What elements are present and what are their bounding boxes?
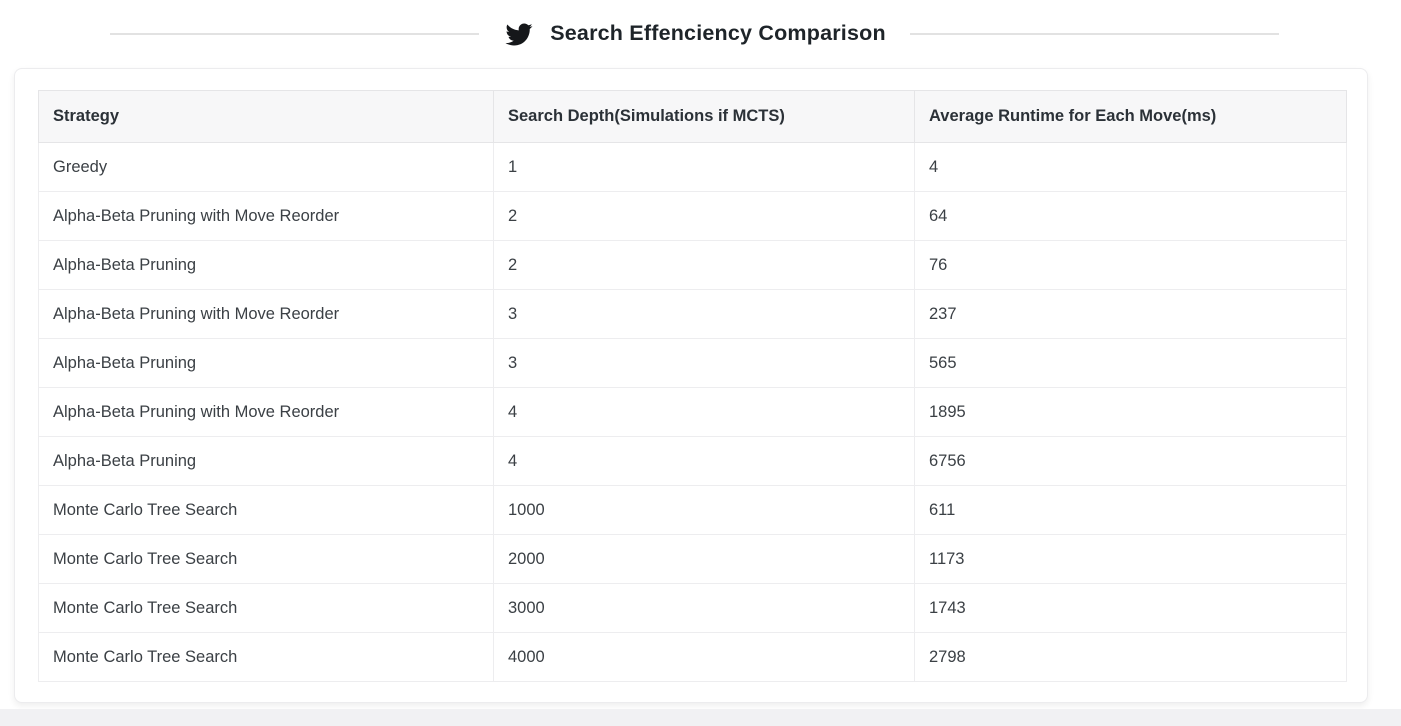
table-cell: 3000 [493, 583, 915, 633]
table-cell: 2000 [493, 534, 915, 584]
table-cell: 237 [914, 289, 1347, 339]
table-row: Monte Carlo Tree Search 3000 1743 [38, 583, 1347, 633]
table-row: Alpha-Beta Pruning with Move Reorder 2 64 [38, 191, 1347, 241]
table-cell: 4000 [493, 632, 915, 682]
table-cell: 3 [493, 289, 915, 339]
table-cell: 1743 [914, 583, 1347, 633]
table-cell: 4 [493, 387, 915, 437]
comparison-table: Strategy Search Depth(Simulations if MCTS… [38, 90, 1347, 682]
column-header: Strategy [38, 90, 494, 143]
table-cell: Alpha-Beta Pruning [38, 436, 494, 486]
table-row: Alpha-Beta Pruning 4 6756 [38, 436, 1347, 486]
table-cell: 64 [914, 191, 1347, 241]
table-row: Alpha-Beta Pruning 2 76 [38, 240, 1347, 290]
table-cell: 6756 [914, 436, 1347, 486]
table-cell: 1 [493, 142, 915, 192]
page-title: Search Effenciency Comparison [550, 21, 886, 46]
table-header: Strategy Search Depth(Simulations if MCTS… [38, 90, 1347, 143]
table-cell: Alpha-Beta Pruning with Move Reorder [38, 191, 494, 241]
table-cell: 565 [914, 338, 1347, 388]
table-cell: Monte Carlo Tree Search [38, 534, 494, 584]
table-cell: 3 [493, 338, 915, 388]
twitter-icon [505, 23, 533, 45]
table-cell: Alpha-Beta Pruning with Move Reorder [38, 387, 494, 437]
table-cell: 4 [493, 436, 915, 486]
title-band: Search Effenciency Comparison [0, 0, 1401, 68]
table-cell: Alpha-Beta Pruning with Move Reorder [38, 289, 494, 339]
table-cell: Greedy [38, 142, 494, 192]
table-cell: 2 [493, 240, 915, 290]
table-cell: 1895 [914, 387, 1347, 437]
table-cell: Monte Carlo Tree Search [38, 485, 494, 535]
table-cell: 611 [914, 485, 1347, 535]
bottom-strip [0, 709, 1401, 726]
title-divider-right [909, 33, 1280, 35]
table-row: Monte Carlo Tree Search 4000 2798 [38, 632, 1347, 682]
table-cell: Alpha-Beta Pruning [38, 338, 494, 388]
table-cell: 1000 [493, 485, 915, 535]
table-body: Greedy 1 4 Alpha-Beta Pruning with Move Reo… [38, 142, 1347, 682]
table-cell: 76 [914, 240, 1347, 290]
table-cell: Monte Carlo Tree Search [38, 583, 494, 633]
title-group: Search Effenciency Comparison [479, 21, 910, 48]
table-row: Alpha-Beta Pruning 3 565 [38, 338, 1347, 388]
table-row: Alpha-Beta Pruning with Move Reorder 3 237 [38, 289, 1347, 339]
title-divider-left [110, 33, 480, 35]
table-card: Strategy Search Depth(Simulations if MCTS… [14, 68, 1368, 703]
table-row: Monte Carlo Tree Search 2000 1173 [38, 534, 1347, 584]
table-cell: Alpha-Beta Pruning [38, 240, 494, 290]
column-header: Search Depth(Simulations if MCTS) [493, 90, 915, 143]
table-header-row: Strategy Search Depth(Simulations if MCTS… [38, 90, 1347, 143]
column-header: Average Runtime for Each Move(ms) [914, 90, 1347, 143]
table-cell: 1173 [914, 534, 1347, 584]
table-row: Alpha-Beta Pruning with Move Reorder 4 189… [38, 387, 1347, 437]
table-cell: 4 [914, 142, 1347, 192]
table-cell: 2798 [914, 632, 1347, 682]
table-wrap: Strategy Search Depth(Simulations if MCTS… [38, 90, 1347, 682]
table-cell: 2 [493, 191, 915, 241]
table-row: Monte Carlo Tree Search 1000 611 [38, 485, 1347, 535]
table-cell: Monte Carlo Tree Search [38, 632, 494, 682]
table-row: Greedy 1 4 [38, 142, 1347, 192]
